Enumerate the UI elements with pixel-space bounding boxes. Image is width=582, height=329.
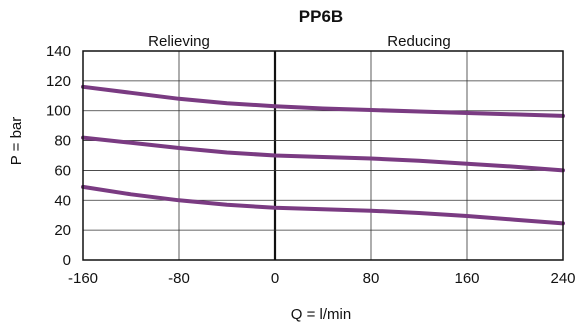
series-line-3	[81, 184, 565, 226]
y-tick-label: 80	[54, 133, 71, 150]
region-label-relieving: Relieving	[148, 33, 210, 50]
region-label-reducing: Reducing	[387, 33, 450, 50]
x-tick-label: 0	[271, 270, 279, 287]
region-labels: Relieving Reducing	[148, 33, 451, 50]
series-lines	[81, 84, 565, 226]
x-tick-label: 80	[363, 270, 380, 287]
x-tick-labels: -160 -80 0 80 160 240	[68, 270, 576, 287]
x-tick-label: -80	[168, 270, 190, 287]
plot-frame	[82, 50, 564, 261]
x-tick-label: -160	[68, 270, 98, 287]
y-tick-label: 100	[46, 103, 71, 120]
y-tick-label: 140	[46, 43, 71, 60]
plot-border	[82, 50, 564, 261]
y-tick-label: 60	[54, 162, 71, 179]
y-tick-label: 40	[54, 192, 71, 209]
y-tick-labels: 0 20 40 60 80 100 120 140	[46, 43, 71, 269]
series-line-2	[81, 135, 565, 173]
y-tick-label: 0	[63, 252, 71, 269]
series-line-1	[81, 84, 565, 118]
x-tick-label: 160	[454, 270, 479, 287]
y-tick-label: 20	[54, 222, 71, 239]
chart-title: PP6B	[299, 7, 343, 26]
y-tick-label: 120	[46, 73, 71, 90]
x-tick-label: 240	[550, 270, 575, 287]
y-axis-label: P = bar	[8, 117, 25, 166]
x-axis-label: Q = l/min	[291, 306, 351, 323]
